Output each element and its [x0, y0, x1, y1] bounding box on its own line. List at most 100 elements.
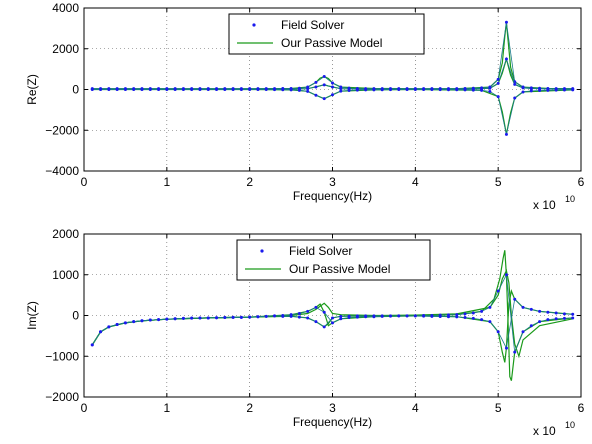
series-point — [239, 315, 243, 319]
series-point — [364, 314, 368, 318]
x-tick-label: 6 — [578, 175, 585, 189]
series-point — [355, 87, 359, 91]
re-z-chart: 0 1 2 3 4 5 6 −4000 −2000 0 2000 4000 Frequency(Hz) R… — [25, 1, 585, 212]
series-point — [339, 317, 343, 321]
series-point — [140, 319, 144, 323]
series-point — [397, 87, 401, 91]
series-point — [488, 320, 492, 324]
y-tick-label: 0 — [72, 83, 79, 97]
series-point — [496, 81, 500, 85]
series-point — [306, 309, 310, 313]
series-point — [571, 87, 575, 91]
series-point — [529, 324, 533, 328]
series-point — [90, 87, 94, 91]
series-point — [339, 87, 343, 91]
series-point — [314, 320, 318, 324]
series-point — [157, 87, 161, 91]
series-point — [504, 20, 508, 24]
series-point — [488, 90, 492, 94]
series-point — [413, 87, 417, 91]
series-point — [190, 87, 194, 91]
series-point — [281, 314, 285, 318]
series-point — [190, 316, 194, 320]
series-point — [289, 314, 293, 318]
legend-marker-field-solver — [260, 249, 264, 253]
series-group — [90, 250, 575, 381]
series-point — [455, 87, 459, 91]
series-point — [504, 273, 508, 277]
legend-label-passive-model: Our Passive Model — [281, 36, 382, 50]
series-point — [471, 87, 475, 91]
x-tick-label: 3 — [329, 175, 336, 189]
series-point — [339, 314, 343, 318]
series-point — [480, 318, 484, 322]
series-point — [446, 87, 450, 91]
x-tick-label: 4 — [412, 401, 419, 415]
series-point — [339, 89, 343, 93]
series-point — [181, 87, 185, 91]
series-point — [165, 87, 169, 91]
series-point — [538, 320, 542, 324]
series-point — [554, 317, 558, 321]
series-point — [256, 315, 260, 319]
series-point — [513, 297, 517, 301]
series-point — [562, 87, 566, 91]
series-point — [538, 87, 542, 91]
series-point — [306, 316, 310, 320]
x-multiplier-label: x 10 — [533, 198, 556, 212]
y-tick-label: 4000 — [52, 1, 79, 15]
series-point — [215, 87, 219, 91]
series-point — [554, 87, 558, 91]
series-point — [355, 314, 359, 318]
series-point — [488, 86, 492, 90]
series-point — [480, 87, 484, 91]
series-point — [297, 315, 301, 319]
series-point — [471, 316, 475, 320]
x-tick-label: 0 — [81, 175, 88, 189]
series-point — [562, 316, 566, 320]
series-point — [297, 87, 301, 91]
series-point — [504, 132, 508, 136]
x-tick-label: 1 — [163, 175, 170, 189]
series-point — [521, 305, 525, 309]
legend-label-field-solver: Field Solver — [289, 244, 352, 258]
series-point — [115, 87, 119, 91]
series-point — [248, 315, 252, 319]
series-point — [231, 87, 235, 91]
series-point — [496, 289, 500, 293]
series-point — [546, 318, 550, 322]
x-tick-label: 5 — [495, 401, 502, 415]
series-point — [554, 311, 558, 315]
series-point — [471, 311, 475, 315]
x-multiplier-exponent: 10 — [565, 194, 575, 204]
legend-label-passive-model: Our Passive Model — [289, 262, 390, 276]
series-point — [397, 314, 401, 318]
series-point — [331, 81, 334, 85]
series-point — [173, 317, 177, 321]
x-tick-label: 2 — [246, 401, 253, 415]
y-tick-label: −2000 — [45, 390, 79, 404]
x-tick-label: 4 — [412, 175, 419, 189]
series-point — [314, 93, 318, 97]
series-point — [529, 307, 533, 311]
series-point — [455, 313, 459, 317]
y-tick-label: 1000 — [52, 268, 79, 282]
legend-marker-field-solver — [252, 23, 256, 27]
series-point — [504, 57, 508, 61]
series-point — [446, 315, 450, 319]
series-point — [273, 314, 277, 318]
legend: Field Solver Our Passive Model — [228, 13, 425, 55]
series-point — [413, 314, 417, 318]
y-axis-label: Im(Z) — [25, 301, 39, 330]
series-point — [488, 305, 492, 309]
series-point — [331, 85, 334, 89]
series-point — [571, 316, 575, 320]
series-point — [322, 310, 326, 314]
series-point — [248, 87, 252, 91]
series-point — [331, 316, 334, 320]
y-tick-label: 2000 — [52, 42, 79, 56]
series-point — [438, 315, 442, 319]
series-point — [107, 87, 111, 91]
y-tick-label: 0 — [72, 309, 79, 323]
